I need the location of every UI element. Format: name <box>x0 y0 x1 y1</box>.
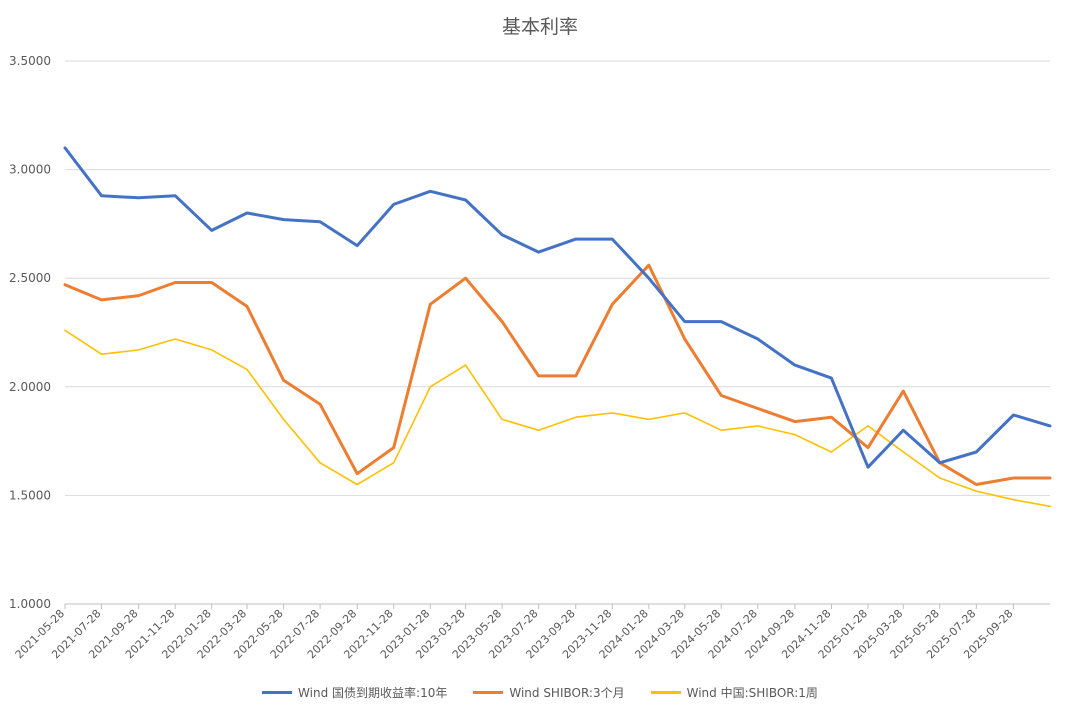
series-line-shibor-1w <box>64 329 1051 508</box>
y-tick-label: 1.5000 <box>9 488 51 502</box>
legend-label-shibor-3m: Wind SHIBOR:3个月 <box>509 686 625 700</box>
legend-label-shibor-1w: Wind 中国:SHIBOR:1周 <box>686 686 818 700</box>
y-tick-label: 1.0000 <box>9 597 51 611</box>
legend: Wind 国债到期收益率:10年 Wind SHIBOR:3个月 Wind 中国… <box>0 684 1080 701</box>
legend-label-bond-10y: Wind 国债到期收益率:10年 <box>298 686 448 700</box>
series-line-shibor-3m <box>63 263 1052 486</box>
y-tick-label: 3.0000 <box>9 163 51 177</box>
series-line-bond-10y <box>63 146 1052 469</box>
chart-title: 基本利率 <box>501 16 578 38</box>
legend-swatch-shibor-1w <box>650 691 681 694</box>
legend-swatch-bond-10y <box>262 691 293 694</box>
legend-item-shibor-3m: Wind SHIBOR:3个月 <box>473 684 625 701</box>
legend-item-shibor-1w: Wind 中国:SHIBOR:1周 <box>650 684 818 701</box>
y-tick-label: 2.5000 <box>9 271 51 285</box>
legend-item-bond-10y: Wind 国债到期收益率:10年 <box>262 684 447 701</box>
y-tick-label: 3.5000 <box>9 54 51 68</box>
y-tick-label: 2.0000 <box>9 380 51 394</box>
plot-area: 1.00001.50002.00002.50003.00003.50002021… <box>9 54 1052 661</box>
legend-swatch-shibor-3m <box>473 691 504 694</box>
